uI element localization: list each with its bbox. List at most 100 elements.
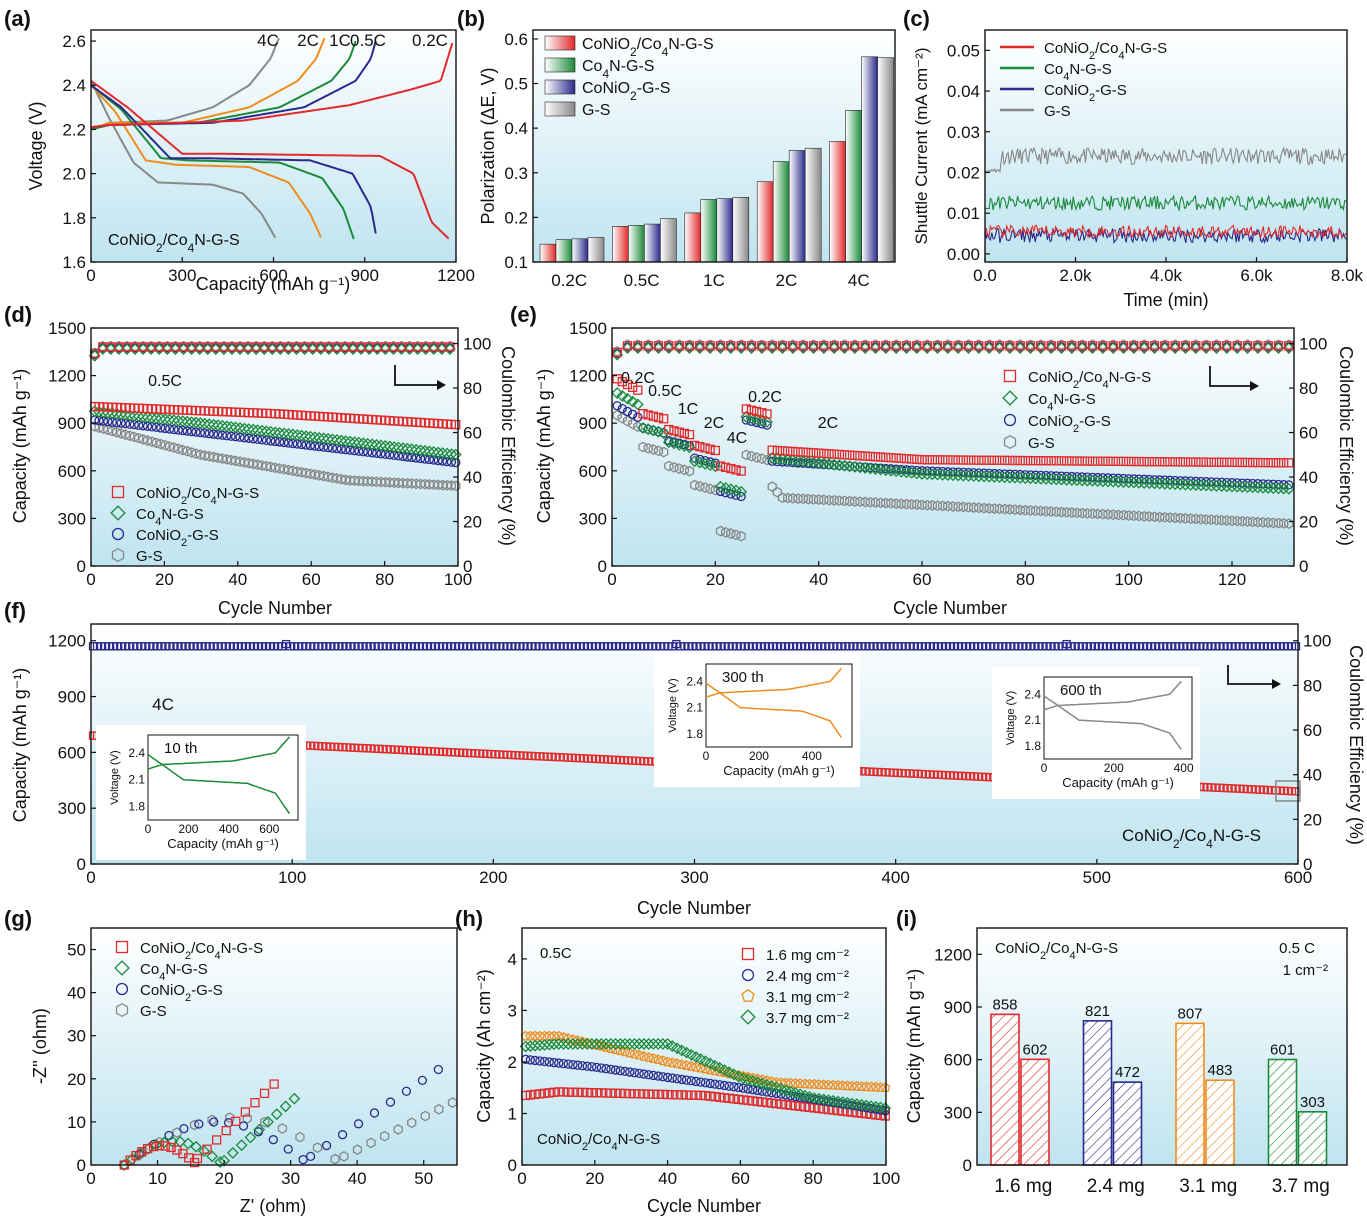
sample-annotation: CoNiO2/Co4N-G-S <box>108 232 240 255</box>
capacity-point <box>638 423 648 433</box>
y-tick-label: 30 <box>67 1027 86 1046</box>
legend-label: CoNiO2/Co4N-G-S <box>1044 40 1167 62</box>
y2-tick-label: 80 <box>463 379 482 398</box>
plot-background <box>612 328 1294 566</box>
capacity-point <box>226 454 236 466</box>
capacity-point <box>1046 506 1056 517</box>
capacity-point <box>786 454 799 467</box>
capacity-point <box>286 428 299 441</box>
capacity-point <box>619 1038 631 1050</box>
capacity-point <box>609 1038 622 1050</box>
capacity-point <box>432 446 445 459</box>
capacity-point <box>881 497 891 509</box>
capacity-point <box>419 444 431 457</box>
inset-x-tick: 200 <box>1104 761 1124 775</box>
capacity-point <box>1248 516 1258 528</box>
capacity-point <box>587 1088 597 1098</box>
bar-value-label: 858 <box>992 996 1017 1013</box>
capacity-point <box>164 441 175 452</box>
ce-point <box>921 342 934 354</box>
capacity-point <box>115 408 128 421</box>
capacity-point <box>679 428 689 439</box>
ce-point <box>715 341 726 351</box>
capacity-point <box>163 413 176 426</box>
capacity-point <box>446 457 457 467</box>
capacity-point <box>721 462 731 472</box>
capacity-point <box>437 456 448 466</box>
capacity-point <box>736 491 746 502</box>
x-tick-label: 10 <box>148 1169 167 1188</box>
capacity-point <box>308 431 321 444</box>
nyquist-point <box>259 1088 270 1099</box>
ce-point <box>1046 341 1056 351</box>
capacity-point <box>397 442 409 455</box>
capacity-point <box>875 1082 886 1092</box>
legend-marker <box>115 982 129 996</box>
capacity-point <box>809 1078 820 1089</box>
ce-point <box>922 341 932 351</box>
ce-point <box>1179 342 1192 354</box>
inset-x-tick: 0 <box>1041 761 1048 775</box>
capacity-point <box>804 1102 815 1113</box>
ce-point <box>1189 342 1202 354</box>
capacity-point <box>896 453 906 464</box>
capacity-point <box>757 1097 767 1107</box>
legend-marker <box>1003 413 1017 427</box>
capacity-point <box>363 475 373 487</box>
nyquist-point <box>434 1103 444 1115</box>
capacity-point <box>1024 472 1037 485</box>
capacity-point <box>865 1081 877 1092</box>
capacity-point <box>700 443 710 453</box>
axes-frame <box>90 327 459 567</box>
capacity-point <box>385 477 395 488</box>
capacity-point <box>643 410 653 420</box>
capacity-point <box>195 449 205 461</box>
capacity-point <box>845 450 855 460</box>
capacity-point <box>577 1087 588 1098</box>
capacity-point <box>535 1056 545 1066</box>
capacity-point <box>1108 509 1118 521</box>
capacity-point <box>1005 504 1015 515</box>
ce-point <box>282 343 295 356</box>
bar-0.2C-CoNiO2/Co4N-G-S <box>539 243 557 263</box>
capacity-point <box>788 457 798 468</box>
capacity-point <box>653 427 664 437</box>
capacity-point <box>800 1102 810 1112</box>
capacity-point <box>1127 476 1140 489</box>
capacity-point <box>600 1038 613 1050</box>
y-tick-label: 0 <box>77 855 86 874</box>
capacity-point <box>855 1098 868 1111</box>
capacity-point <box>767 445 777 455</box>
x-axis-title: Z' (ohm) <box>240 1196 306 1216</box>
ce-point <box>314 343 327 356</box>
capacity-point <box>273 426 286 439</box>
capacity-point <box>1034 472 1047 485</box>
capacity-point <box>917 499 927 511</box>
category-label: 0.2C <box>551 271 587 290</box>
ce-point <box>1138 342 1151 354</box>
capacity-point <box>880 1111 890 1121</box>
capacity-point <box>1093 456 1103 466</box>
capacity-point <box>794 1078 806 1089</box>
bar-2C-CoNiO2/Co4N-G-S <box>756 181 774 263</box>
capacity-point <box>291 429 304 441</box>
bar-0.5C-CoNiO2-G-S <box>644 223 661 263</box>
capacity-point <box>813 1092 825 1105</box>
capacity-point <box>401 442 414 455</box>
capacity-point <box>705 1078 715 1089</box>
y2-tick-label: 100 <box>463 335 491 354</box>
y-tick-label: 0.4 <box>504 119 528 138</box>
capacity-point <box>437 479 448 491</box>
capacity-point <box>295 429 308 442</box>
capacity-point <box>776 453 789 466</box>
capacity-point <box>1031 505 1041 517</box>
x-tick-label: 6.0k <box>1240 266 1273 285</box>
capacity-point <box>1149 457 1160 467</box>
capacity-point <box>557 1038 570 1050</box>
x-tick-label: 120 <box>1218 570 1246 589</box>
area-note: 1 cm⁻² <box>1283 962 1328 979</box>
capacity-point <box>1025 455 1036 466</box>
capacity-point <box>141 411 154 424</box>
nyquist-point <box>352 1144 363 1156</box>
capacity-point <box>1253 516 1263 528</box>
